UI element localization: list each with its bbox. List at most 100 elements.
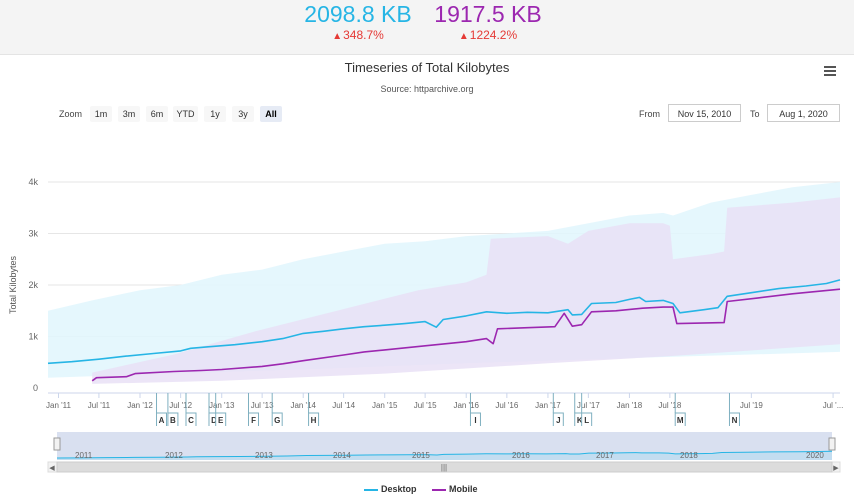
desktop-swatch — [364, 488, 378, 491]
x-tick-label: Jul '14 — [332, 401, 355, 410]
desktop-change: ▲348.7% — [300, 28, 416, 42]
flag-label-g: G — [274, 416, 280, 425]
legend-label-desktop: Desktop — [381, 484, 417, 494]
x-tick-label: Jul '11 — [88, 401, 111, 410]
chart-title: Timeseries of Total Kilobytes — [344, 60, 510, 75]
x-tick-label: Jan '13 — [209, 401, 235, 410]
flag-box — [185, 412, 197, 426]
mobile-range-band — [92, 197, 840, 384]
navigator-year-label: 2014 — [333, 451, 351, 460]
flag-label-j: J — [556, 416, 560, 425]
desktop-value: 2098.8 KB — [304, 1, 412, 27]
desktop-metric: 2098.8 KB ▲348.7% — [300, 0, 416, 42]
flag-label-i: I — [474, 416, 476, 425]
flag-box — [215, 412, 227, 426]
scroll-right-arrow-icon: ▶ — [833, 465, 839, 472]
flag-label-b: B — [170, 416, 176, 425]
navigator-series-line — [56, 450, 833, 459]
zoom-ytd-button[interactable]: YTD — [173, 106, 198, 122]
flag-box — [156, 412, 168, 426]
navigator-year-label: 2015 — [412, 451, 430, 460]
x-tick-label: Jul '12 — [169, 401, 192, 410]
chart-subtitle: Source: httparchive.org — [380, 84, 474, 94]
up-arrow-icon: ▲ — [458, 31, 469, 42]
to-label: To — [750, 109, 760, 119]
navigator-year-label: 2016 — [512, 451, 530, 460]
mobile-change-value: 1224.2% — [469, 28, 518, 42]
chart-legend: Desktop Mobile — [0, 484, 854, 498]
legend-item-desktop[interactable]: Desktop — [364, 484, 417, 494]
flag-label-c: C — [188, 416, 194, 425]
flag-box — [674, 412, 686, 426]
x-tick-label: Jan '11 — [46, 401, 72, 410]
zoom-6m-button[interactable]: 6m — [146, 106, 168, 122]
navigator-year-label: 2013 — [255, 451, 273, 460]
flag-box — [248, 412, 260, 426]
mobile-change: ▲1224.2% — [432, 28, 544, 42]
x-tick-label: Jan '15 — [372, 401, 398, 410]
navigator-year-label: 2017 — [596, 451, 614, 460]
navigator-year-label: 2020 — [806, 451, 824, 460]
flag-box — [469, 412, 481, 426]
navigator-left-handle — [53, 437, 61, 451]
scrollbar-grip-icon: ||| — [441, 463, 447, 472]
flag-box — [552, 412, 564, 426]
flag-label-n: N — [732, 416, 738, 425]
navigator-right-handle — [828, 437, 836, 451]
x-tick-label: Jan '17 — [535, 401, 561, 410]
flag-label-h: H — [311, 416, 317, 425]
mobile-swatch — [432, 488, 446, 491]
y-tick-label: 3k — [28, 229, 38, 239]
scroll-left-arrow-icon: ◀ — [49, 465, 55, 472]
timeseries-chart: 0 1k 2k 3k 4k Total Kilobytes Jan '11 Jul '11 Ja… — [8, 177, 844, 426]
zoom-1m-button[interactable]: 1m — [90, 106, 112, 122]
x-tick-label: Jan '16 — [453, 401, 479, 410]
x-tick-label: Jul '18 — [658, 401, 681, 410]
x-tick-label: Jul '15 — [414, 401, 437, 410]
mobile-value: 1917.5 KB — [434, 1, 542, 27]
y-tick-label: 0 — [33, 383, 38, 393]
y-tick-label: 2k — [28, 280, 38, 290]
navigator-year-label: 2012 — [165, 451, 183, 460]
zoom-3y-button[interactable]: 3y — [232, 106, 254, 122]
flag-label-d: D — [211, 416, 217, 425]
navigator-series-area — [57, 451, 832, 460]
x-tick-label: Jul '19 — [740, 401, 763, 410]
navigator-year-label: 2018 — [680, 451, 698, 460]
zoom-1y-button[interactable]: 1y — [204, 106, 226, 122]
desktop-series-line — [47, 279, 841, 365]
zoom-all-button[interactable]: All — [260, 106, 282, 122]
flag-box — [581, 412, 593, 426]
flag-label-k: K — [577, 416, 583, 425]
x-tick-label: Jan '12 — [127, 401, 153, 410]
zoom-label: Zoom — [59, 109, 83, 119]
flag-label-l: L — [584, 416, 589, 425]
flag-box — [728, 412, 740, 426]
summary-bar: 2098.8 KB ▲348.7% 1917.5 KB ▲1224.2% — [0, 0, 854, 55]
flag-box — [308, 412, 320, 426]
mobile-metric: 1917.5 KB ▲1224.2% — [432, 0, 544, 42]
flag-box — [271, 412, 283, 426]
x-tick-label: Jul '16 — [495, 401, 518, 410]
mobile-series-line — [91, 288, 841, 382]
navigator-year-label: 2011 — [75, 451, 93, 460]
hamburger-menu-icon[interactable] — [822, 64, 838, 78]
y-axis-label: Total Kilobytes — [8, 255, 18, 314]
up-arrow-icon: ▲ — [332, 31, 343, 42]
flag-label-e: E — [218, 416, 224, 425]
from-date-input[interactable]: Nov 15, 2010 — [668, 104, 741, 122]
to-date-input[interactable]: Aug 1, 2020 — [767, 104, 840, 122]
navigator[interactable]: 2011 2012 2013 2014 2015 2016 2017 2018 2020 ||| ◀… — [0, 428, 854, 476]
flag-label-f: F — [251, 416, 256, 425]
zoom-3m-button[interactable]: 3m — [118, 106, 140, 122]
x-tick-label: Jul '... — [823, 401, 844, 410]
desktop-change-value: 348.7% — [343, 28, 384, 42]
y-tick-label: 4k — [28, 177, 38, 187]
flag-label-a: A — [159, 416, 165, 425]
x-tick-label: Jul '13 — [251, 401, 274, 410]
legend-item-mobile[interactable]: Mobile — [432, 484, 478, 494]
x-tick-label: Jan '14 — [290, 401, 316, 410]
y-tick-label: 1k — [28, 332, 38, 342]
flag-box — [167, 412, 179, 426]
x-tick-label: Jul '17 — [577, 401, 600, 410]
